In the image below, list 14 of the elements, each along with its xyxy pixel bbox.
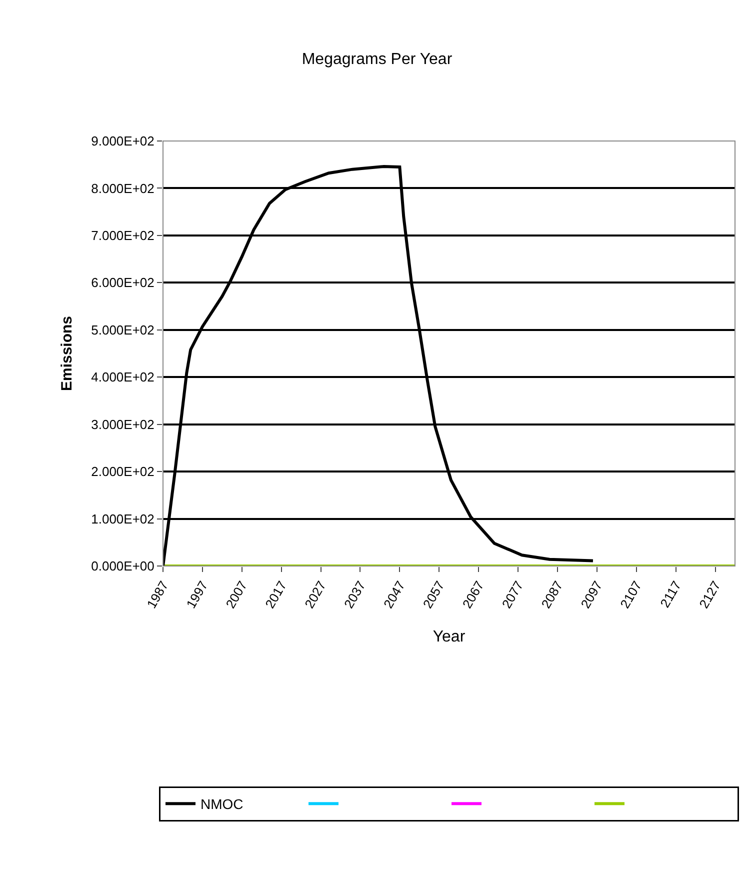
chart-title: Megagrams Per Year bbox=[302, 50, 453, 68]
y-axis-title: Emissions bbox=[58, 316, 76, 392]
y-tick-label: 6.000E+02 bbox=[91, 275, 154, 290]
legend-label: NMOC bbox=[200, 796, 244, 812]
x-axis-title: Year bbox=[432, 628, 466, 646]
y-tick-label: 2.000E+02 bbox=[91, 464, 154, 480]
y-tick-label: 7.000E+02 bbox=[91, 228, 154, 243]
y-tick-label: 5.000E+02 bbox=[91, 322, 154, 338]
y-tick-label: 9.000E+02 bbox=[91, 134, 154, 149]
y-tick-label: 8.000E+02 bbox=[91, 180, 154, 196]
y-tick-label: 4.000E+02 bbox=[91, 370, 154, 385]
y-tick-label: 0.000E+00 bbox=[91, 558, 154, 574]
y-tick-label: 1.000E+02 bbox=[91, 511, 154, 526]
y-tick-label: 3.000E+02 bbox=[91, 416, 154, 432]
